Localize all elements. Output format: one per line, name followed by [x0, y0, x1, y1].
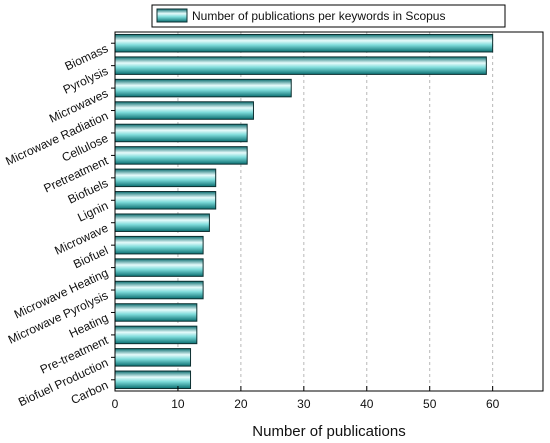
bar-carbon	[114, 370, 192, 390]
bar-pre-treatment	[114, 325, 198, 345]
bar-cellulose	[114, 123, 248, 143]
bar-heating	[114, 303, 198, 322]
x-tick-label: 30	[297, 397, 311, 411]
legend: Number of publications per keywords in S…	[151, 4, 506, 28]
bar-pyrolysis	[114, 56, 487, 75]
bar-microwave	[114, 213, 210, 232]
x-tick-label: 40	[360, 397, 374, 411]
legend-frame	[151, 4, 506, 28]
bar-lignin	[114, 191, 217, 210]
bar-biofuel-production	[114, 348, 192, 367]
bar-microwaves	[114, 78, 292, 98]
bar-microwave-pyrolysis	[114, 280, 204, 300]
bar-biofuel	[114, 235, 204, 255]
x-tick-label: 50	[423, 397, 437, 411]
legend-label: Number of publications per keywords in S…	[192, 9, 445, 23]
x-tick-label: 10	[171, 397, 185, 411]
legend-swatch	[156, 8, 188, 23]
bar-biofuels	[114, 168, 217, 188]
x-axis-title: Number of publications	[252, 423, 405, 440]
x-tick-label: 20	[234, 397, 248, 411]
bar-biomass	[114, 33, 494, 53]
x-tick-label: 60	[486, 397, 500, 411]
plot-frame	[114, 31, 544, 392]
bar-microwave-radiation	[114, 101, 254, 120]
bar-pretreatment	[114, 146, 248, 165]
x-ticks: 0 10 20 30 40 50 60	[112, 386, 500, 411]
x-tick-label: 0	[112, 397, 119, 411]
bar-microwave-heating	[114, 258, 204, 277]
